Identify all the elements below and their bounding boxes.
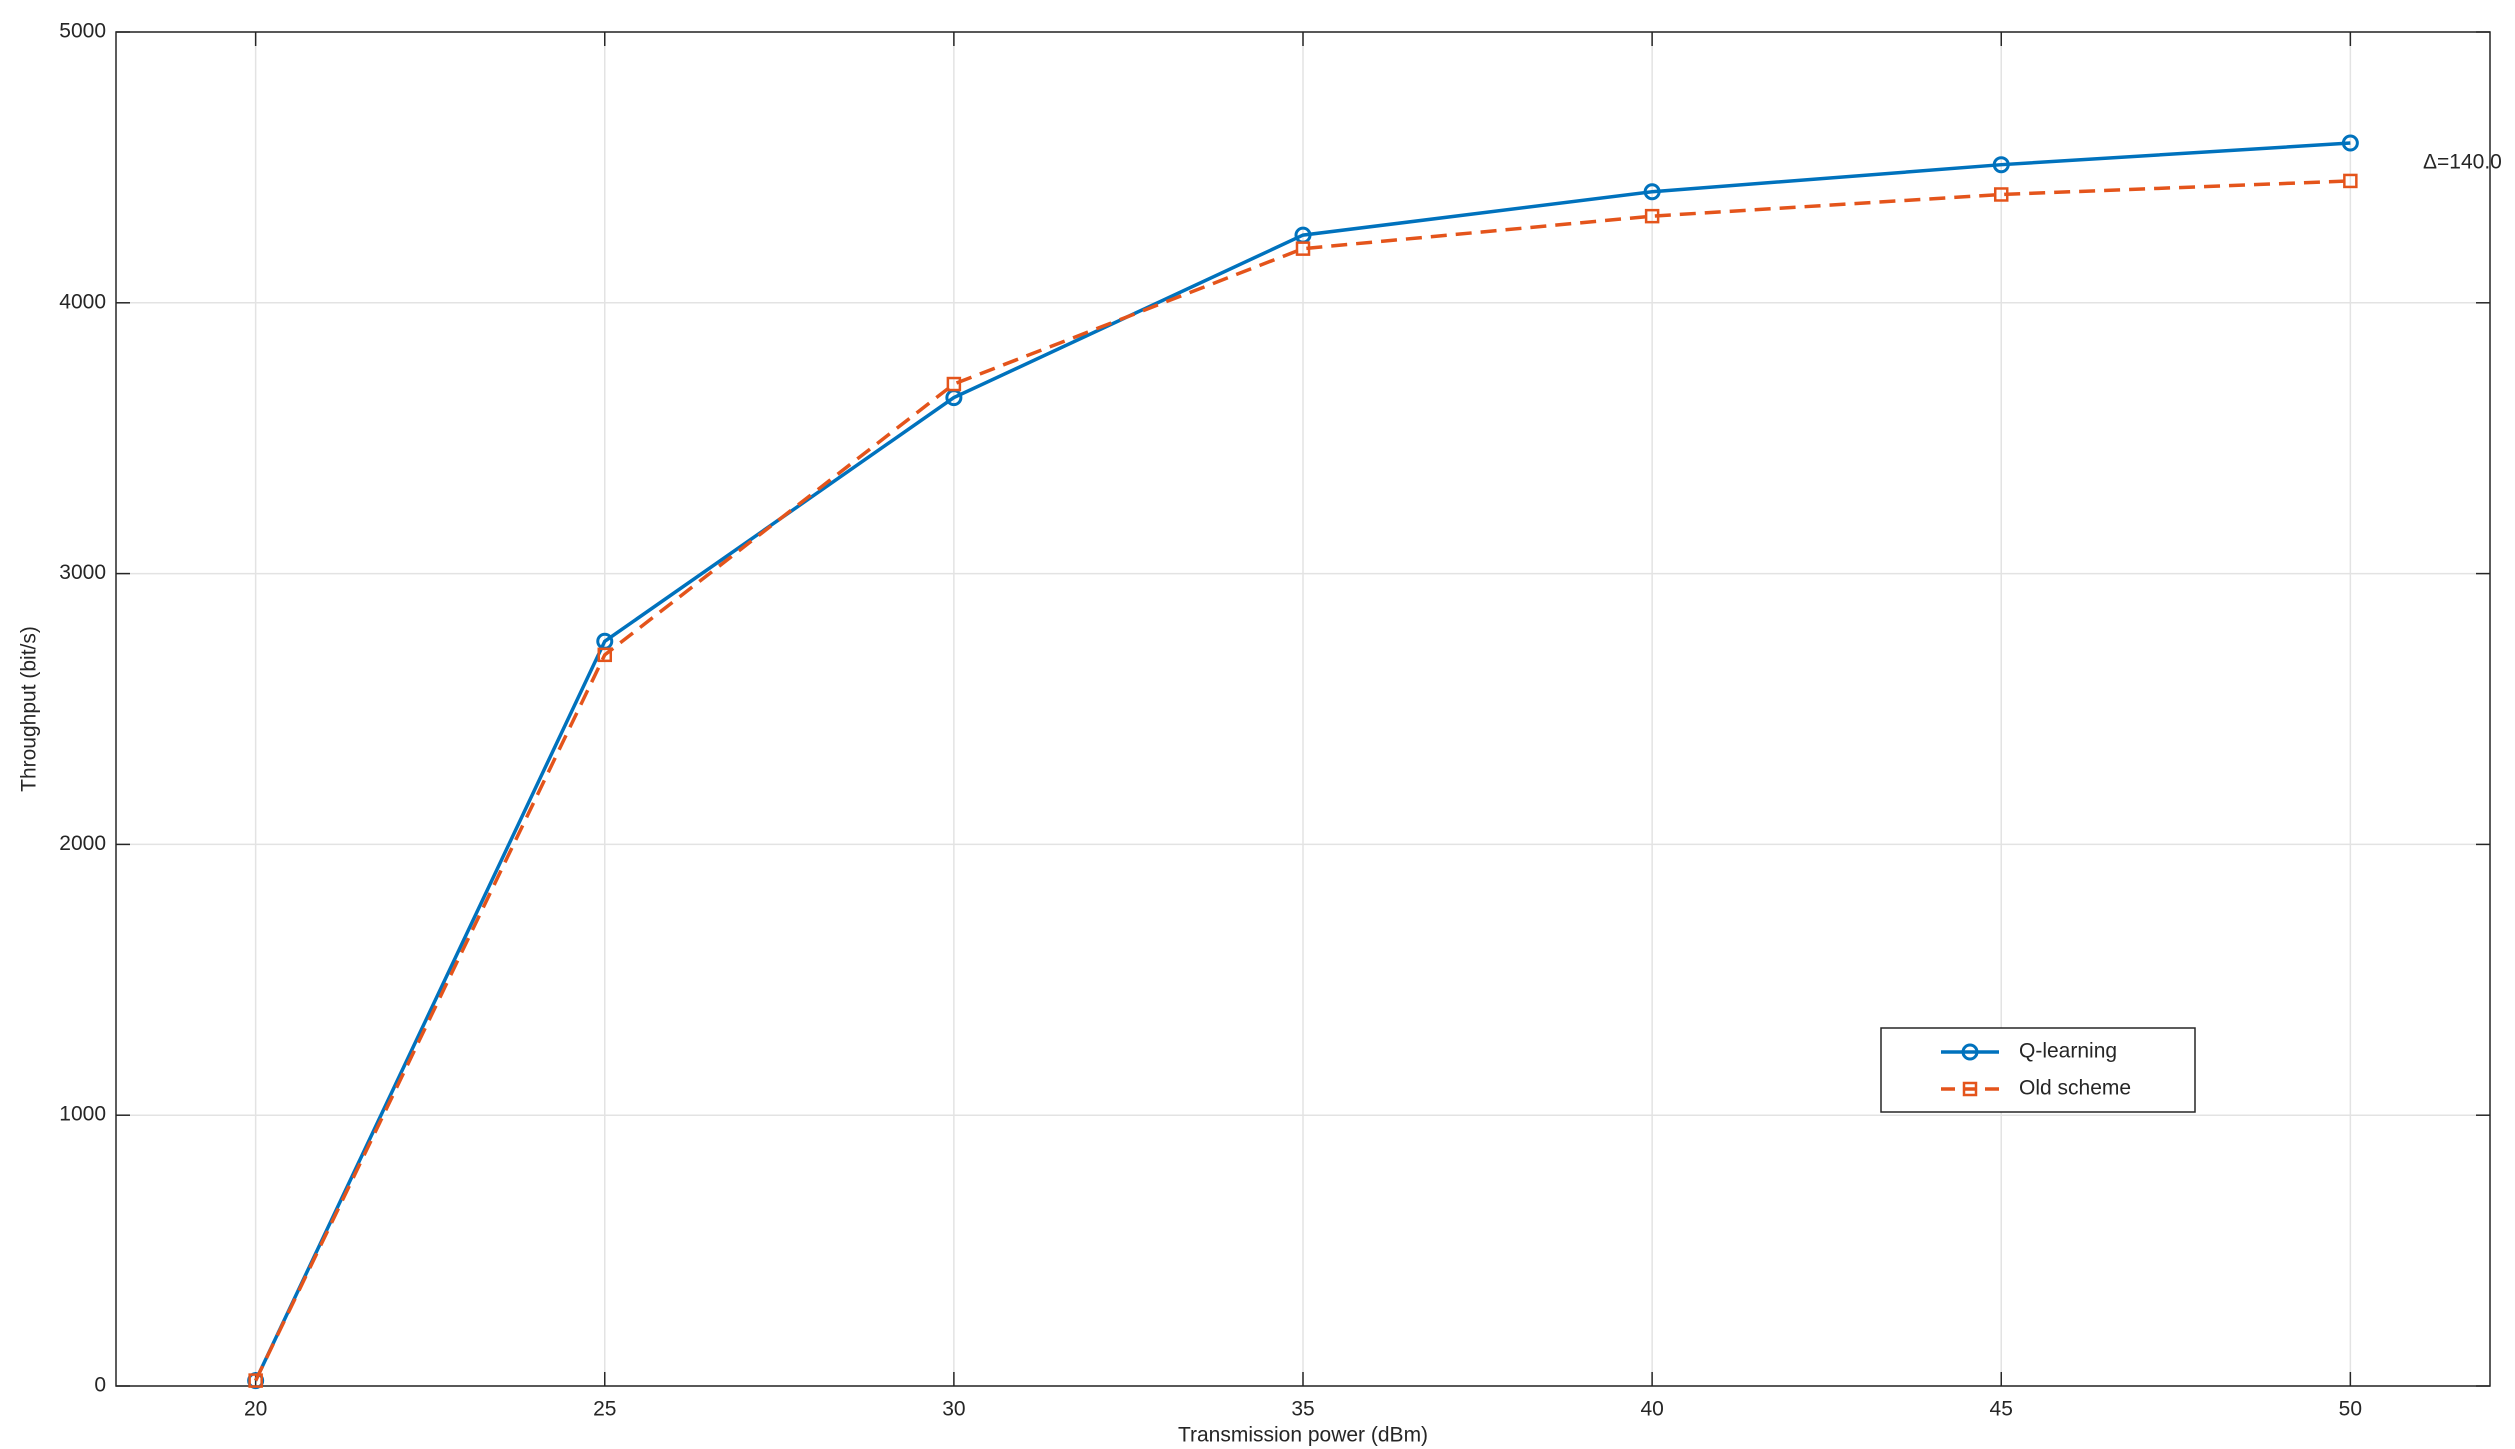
data-point — [1644, 208, 1660, 224]
legend-marker — [1962, 1081, 1978, 1097]
x-axis-label: Transmission power (dBm) — [1178, 1424, 1428, 1447]
y-axis-label: Throughput (bit/s) — [18, 626, 41, 792]
series-line — [254, 141, 2351, 1382]
annotation: Δ=140.0 — [2423, 151, 2502, 174]
data-point — [597, 647, 613, 663]
legend-label: Old scheme — [2019, 1077, 2131, 1100]
series-line — [254, 179, 2351, 1382]
data-point — [1295, 241, 1311, 256]
x-tick-label: 30 — [942, 1398, 965, 1421]
data-point — [2341, 134, 2359, 152]
legend-label: Q-learning — [2019, 1040, 2117, 1063]
data-point — [1643, 183, 1661, 201]
y-tick-label: 0 — [94, 1374, 106, 1397]
legend-box — [1880, 1027, 2196, 1113]
y-tick-label: 5000 — [59, 20, 106, 43]
x-tick-label: 45 — [1990, 1398, 2013, 1421]
x-tick-label: 20 — [244, 1398, 267, 1421]
y-tick-label: 2000 — [59, 832, 106, 855]
y-tick-label: 1000 — [59, 1103, 106, 1126]
y-tick-label: 3000 — [59, 561, 106, 584]
x-tick-label: 25 — [593, 1398, 616, 1421]
data-point — [1993, 187, 2009, 202]
legend-marker — [1961, 1043, 1979, 1061]
data-point — [1992, 156, 2010, 174]
x-tick-label: 50 — [2339, 1398, 2362, 1421]
y-tick-label: 4000 — [59, 290, 106, 313]
x-tick-label: 35 — [1291, 1398, 1314, 1421]
plot-frame — [115, 31, 2491, 1387]
x-tick-label: 40 — [1640, 1398, 1663, 1421]
data-point — [2343, 173, 2358, 189]
data-point — [248, 1373, 263, 1388]
data-point — [946, 376, 962, 392]
